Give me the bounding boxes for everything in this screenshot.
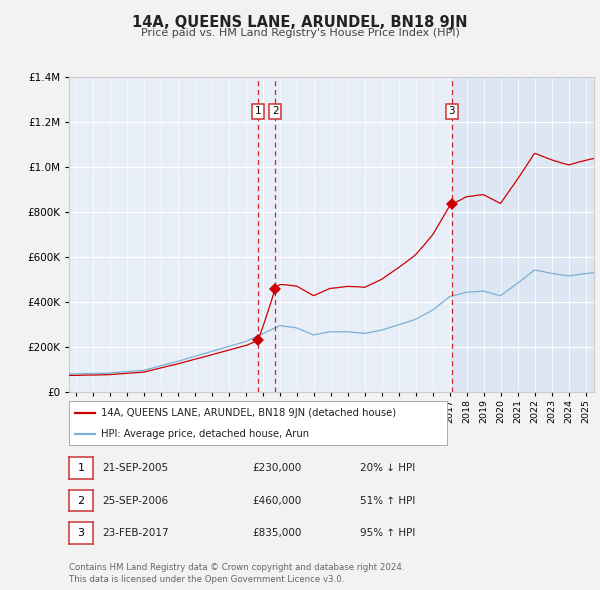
Text: 2: 2	[77, 496, 85, 506]
Text: 2: 2	[272, 106, 278, 116]
Text: This data is licensed under the Open Government Licence v3.0.: This data is licensed under the Open Gov…	[69, 575, 344, 584]
Text: 1: 1	[77, 463, 85, 473]
Text: Price paid vs. HM Land Registry's House Price Index (HPI): Price paid vs. HM Land Registry's House …	[140, 28, 460, 38]
Text: 25-SEP-2006: 25-SEP-2006	[102, 496, 168, 506]
Text: 95% ↑ HPI: 95% ↑ HPI	[360, 528, 415, 538]
Text: 23-FEB-2017: 23-FEB-2017	[102, 528, 169, 538]
Text: 3: 3	[449, 106, 455, 116]
Text: 14A, QUEENS LANE, ARUNDEL, BN18 9JN (detached house): 14A, QUEENS LANE, ARUNDEL, BN18 9JN (det…	[101, 408, 396, 418]
Text: 14A, QUEENS LANE, ARUNDEL, BN18 9JN: 14A, QUEENS LANE, ARUNDEL, BN18 9JN	[132, 15, 468, 30]
Text: HPI: Average price, detached house, Arun: HPI: Average price, detached house, Arun	[101, 428, 309, 438]
Text: 21-SEP-2005: 21-SEP-2005	[102, 463, 168, 473]
Text: £835,000: £835,000	[252, 528, 301, 538]
Text: Contains HM Land Registry data © Crown copyright and database right 2024.: Contains HM Land Registry data © Crown c…	[69, 563, 404, 572]
Text: 1: 1	[254, 106, 261, 116]
Text: £230,000: £230,000	[252, 463, 301, 473]
Text: 3: 3	[77, 528, 85, 538]
Text: £460,000: £460,000	[252, 496, 301, 506]
Bar	[452, 77, 594, 392]
Text: 20% ↓ HPI: 20% ↓ HPI	[360, 463, 415, 473]
Text: 51% ↑ HPI: 51% ↑ HPI	[360, 496, 415, 506]
